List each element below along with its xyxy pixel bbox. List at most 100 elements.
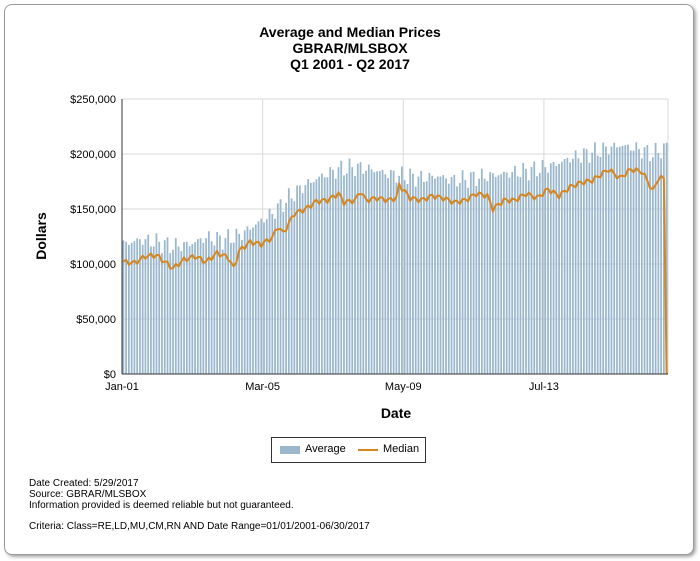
average-bar — [483, 178, 486, 374]
average-bar — [574, 150, 577, 374]
average-bar — [420, 170, 423, 374]
average-bar — [547, 172, 549, 374]
average-bar — [301, 193, 304, 374]
average-bar — [359, 162, 362, 374]
average-bar — [365, 170, 367, 374]
average-bar — [629, 150, 632, 374]
average-bar — [541, 160, 544, 374]
average-bar — [241, 239, 243, 374]
footer-source: Source: GBRAR/MLSBOX — [29, 489, 147, 500]
average-bar — [290, 198, 293, 374]
average-bar — [227, 229, 230, 374]
legend-average-swatch — [280, 446, 300, 454]
average-bar — [640, 158, 643, 374]
average-bar — [276, 203, 279, 374]
average-bar — [530, 167, 533, 374]
x-axis-label: Date — [381, 405, 412, 421]
average-bar — [588, 162, 591, 374]
average-bar — [318, 176, 321, 374]
average-bar — [384, 174, 387, 374]
average-bar — [207, 231, 210, 374]
legend-median-swatch — [358, 449, 378, 451]
average-bar — [243, 230, 246, 374]
y-tick-label: $0 — [104, 369, 116, 381]
average-bar — [423, 181, 425, 374]
average-bar — [219, 235, 221, 374]
average-bar — [472, 171, 475, 374]
average-bar — [155, 233, 158, 374]
average-bar — [196, 239, 199, 374]
average-bar — [583, 148, 585, 374]
average-bar — [607, 154, 610, 374]
average-bar — [475, 185, 478, 374]
average-bar — [527, 180, 530, 374]
average-bar — [387, 178, 389, 374]
average-bar — [406, 183, 409, 374]
average-bar — [596, 155, 599, 374]
average-bar — [293, 201, 296, 374]
average-bar — [271, 213, 274, 374]
average-bar — [657, 152, 660, 374]
average-bar — [613, 142, 616, 374]
average-bar — [516, 176, 519, 374]
average-bar — [315, 179, 318, 374]
average-bar — [605, 146, 607, 374]
average-bar — [340, 160, 343, 374]
average-bar — [492, 173, 494, 374]
y-tick-label: $250,000 — [70, 94, 116, 106]
average-bar — [279, 199, 282, 374]
average-bar — [544, 167, 547, 374]
average-bar — [591, 152, 594, 374]
average-bar — [525, 168, 527, 374]
average-bar — [649, 161, 651, 374]
average-bar — [376, 171, 378, 374]
average-bar — [447, 183, 450, 374]
average-bar — [489, 172, 492, 374]
average-bar — [456, 186, 458, 374]
average-bar — [150, 246, 152, 374]
average-bar — [337, 167, 340, 374]
average-bar — [392, 170, 395, 374]
average-bar — [133, 241, 136, 374]
chart-legend: Average Median — [271, 437, 426, 463]
average-bar — [431, 175, 434, 374]
average-bar — [577, 158, 580, 374]
average-bar — [246, 226, 249, 374]
average-bar — [414, 186, 417, 374]
average-bar — [130, 242, 133, 374]
average-bar — [665, 142, 668, 374]
average-bar — [172, 249, 174, 374]
average-bar — [566, 157, 569, 374]
average-bar — [480, 168, 483, 374]
average-bar — [213, 245, 216, 374]
average-bar — [486, 181, 489, 374]
average-bar — [654, 142, 657, 374]
average-bar — [580, 162, 583, 374]
average-bar — [260, 218, 263, 374]
average-bar — [166, 237, 169, 374]
average-bar — [221, 249, 224, 374]
average-bar — [478, 178, 480, 374]
average-bar — [348, 158, 351, 374]
average-bar — [161, 253, 163, 374]
average-bar — [428, 172, 431, 374]
average-bar — [144, 239, 147, 374]
footer-disclaimer: Information provided is deemed reliable … — [29, 500, 294, 511]
average-bar — [616, 147, 618, 374]
average-bar — [265, 219, 268, 374]
average-bar — [183, 242, 185, 374]
average-bar — [621, 145, 624, 374]
average-bar — [296, 185, 298, 374]
average-bar — [224, 238, 227, 374]
average-bar — [351, 167, 354, 374]
average-bar — [409, 168, 412, 374]
footer-date-created: Date Created: 5/29/2017 — [29, 478, 139, 489]
average-bar — [627, 144, 629, 374]
average-bar — [188, 246, 191, 374]
average-bar — [232, 242, 235, 374]
average-bar — [389, 169, 392, 374]
average-bar — [508, 177, 511, 374]
average-bar — [585, 149, 588, 374]
average-bar — [464, 180, 467, 374]
average-bar — [618, 146, 621, 374]
